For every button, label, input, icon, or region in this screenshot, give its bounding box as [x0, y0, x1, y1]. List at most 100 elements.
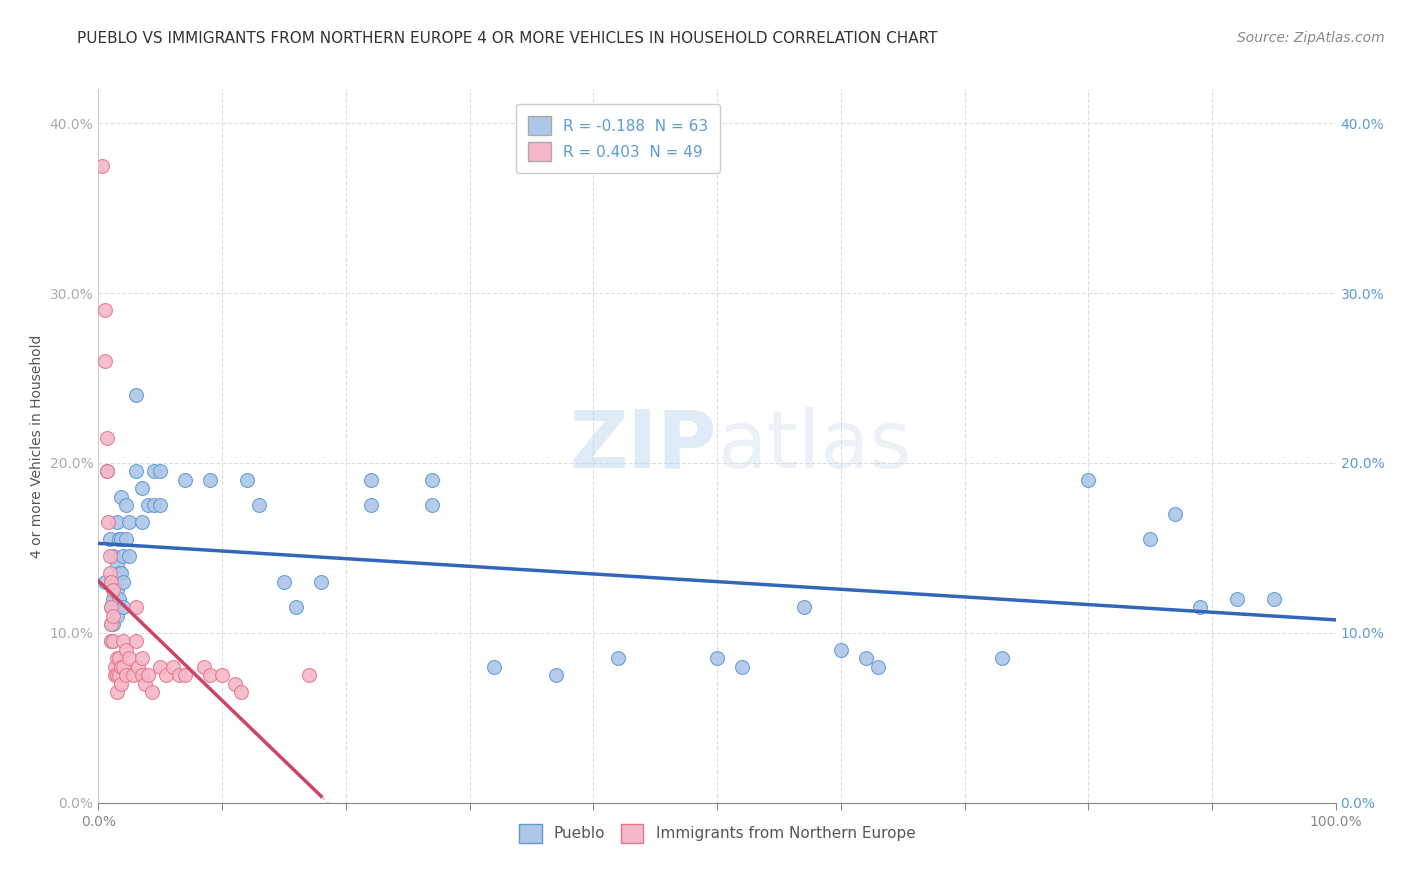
Point [174, 473, 197, 487]
Point [793, 600, 815, 615]
Point [112, 634, 135, 648]
Point [855, 651, 877, 665]
Point [96, 465, 118, 479]
Point [114, 499, 136, 513]
Point [100, 574, 122, 589]
Point [127, 660, 149, 674]
Point [100, 617, 122, 632]
Point [108, 651, 131, 665]
Point [100, 617, 122, 632]
Point [136, 668, 159, 682]
Point [118, 651, 141, 665]
Text: ZIP: ZIP [569, 407, 717, 485]
Point [98, 533, 121, 547]
Point [141, 685, 163, 699]
Point [1263, 591, 1285, 606]
Point [112, 660, 135, 674]
Point [124, 634, 146, 648]
Point [103, 660, 125, 674]
Point [124, 465, 146, 479]
Point [105, 516, 128, 530]
Legend: Pueblo, Immigrants from Northern Europe: Pueblo, Immigrants from Northern Europe [513, 818, 921, 848]
Point [149, 465, 172, 479]
Point [105, 583, 128, 598]
Point [143, 499, 166, 513]
Point [1164, 507, 1187, 521]
Point [193, 660, 215, 674]
Point [108, 533, 131, 547]
Point [114, 668, 136, 682]
Point [155, 668, 177, 682]
Point [149, 499, 172, 513]
Point [149, 660, 172, 674]
Point [706, 651, 728, 665]
Point [103, 591, 125, 606]
Point [110, 566, 132, 581]
Point [96, 430, 118, 444]
Point [247, 499, 270, 513]
Point [110, 490, 132, 504]
Point [103, 668, 125, 682]
Point [309, 574, 332, 589]
Point [236, 473, 259, 487]
Point [98, 566, 121, 581]
Point [114, 643, 136, 657]
Point [134, 677, 156, 691]
Point [285, 600, 308, 615]
Point [422, 499, 444, 513]
Point [143, 465, 166, 479]
Point [103, 608, 125, 623]
Text: PUEBLO VS IMMIGRANTS FROM NORTHERN EUROPE 4 OR MORE VEHICLES IN HOUSEHOLD CORREL: PUEBLO VS IMMIGRANTS FROM NORTHERN EUROP… [77, 31, 938, 46]
Point [108, 668, 131, 682]
Point [97, 516, 120, 530]
Point [103, 583, 125, 598]
Point [100, 600, 122, 615]
Point [360, 499, 382, 513]
Point [105, 685, 128, 699]
Point [103, 549, 125, 564]
Point [607, 651, 630, 665]
Point [105, 668, 128, 682]
Point [96, 465, 118, 479]
Point [112, 600, 135, 615]
Point [131, 482, 153, 496]
Point [110, 660, 132, 674]
Point [93, 303, 115, 318]
Point [484, 660, 506, 674]
Point [1226, 591, 1249, 606]
Point [422, 473, 444, 487]
Point [100, 634, 122, 648]
Point [360, 473, 382, 487]
Point [103, 634, 125, 648]
Point [108, 566, 131, 581]
Point [105, 608, 128, 623]
Point [866, 660, 889, 674]
Point [112, 574, 135, 589]
Point [273, 574, 295, 589]
Point [198, 473, 221, 487]
Point [1139, 533, 1161, 547]
Point [224, 677, 246, 691]
Point [118, 549, 141, 564]
Point [131, 668, 153, 682]
Point [105, 651, 128, 665]
Point [211, 668, 233, 682]
Point [167, 668, 190, 682]
Point [100, 600, 122, 615]
Point [98, 549, 121, 564]
Point [229, 685, 252, 699]
Text: Source: ZipAtlas.com: Source: ZipAtlas.com [1237, 31, 1385, 45]
Point [122, 668, 145, 682]
Point [112, 549, 135, 564]
Point [100, 574, 122, 589]
Point [124, 600, 146, 615]
Point [198, 668, 221, 682]
Point [91, 159, 114, 173]
Point [93, 354, 115, 368]
Point [174, 668, 197, 682]
Point [103, 617, 125, 632]
Point [124, 388, 146, 402]
Point [731, 660, 754, 674]
Point [108, 591, 131, 606]
Point [162, 660, 184, 674]
